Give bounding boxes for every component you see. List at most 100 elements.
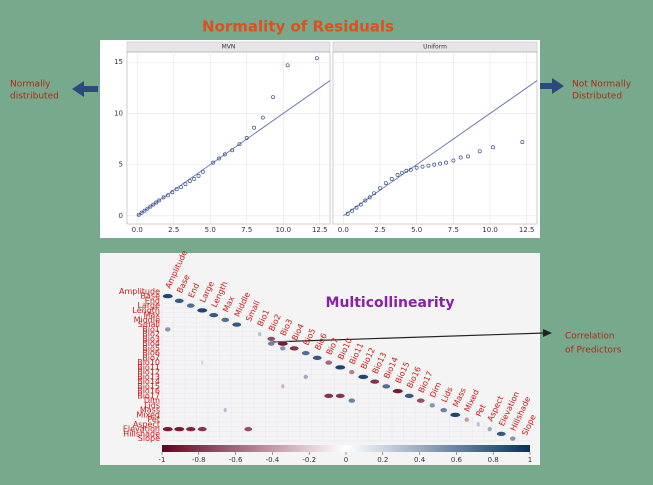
correlation-cell [370, 379, 380, 384]
point [230, 148, 235, 153]
x-tick-label: 0.0 [338, 226, 349, 234]
point [451, 158, 456, 163]
point [211, 160, 216, 165]
colorbar-label: -1 [159, 456, 166, 464]
colorbar-label: 1 [528, 456, 532, 464]
point [217, 156, 221, 161]
point [157, 198, 162, 203]
correlation-cell [509, 436, 516, 441]
panel-title: Uniform [423, 44, 447, 51]
point [237, 142, 242, 147]
row-label: Bio1 [142, 325, 160, 334]
point [196, 173, 201, 178]
row-label: Bio10 [137, 358, 160, 367]
row-label: Mass [140, 406, 160, 415]
point [192, 177, 197, 181]
slide-title: Normality of Residuals [202, 18, 394, 36]
point [165, 193, 170, 198]
arrow-head [543, 329, 552, 337]
correlation-cell [186, 426, 196, 432]
annotation: Correlation [565, 332, 615, 342]
y-tick-label: 0 [119, 212, 123, 220]
correlation-cell [358, 374, 369, 380]
x-tick-label: 10.0 [275, 226, 291, 234]
row-label: Middle [134, 315, 161, 324]
point [520, 140, 525, 145]
correlation-cell [440, 407, 448, 413]
correlation-cell [197, 308, 208, 313]
left-note: distributed [10, 92, 59, 102]
row-label: Bio15 [137, 382, 160, 391]
row-label: Bio7 [142, 353, 160, 362]
point [136, 212, 141, 217]
correlation-cell [267, 336, 276, 342]
x-tick-label: 12.5 [312, 226, 328, 234]
annotation-arrow [269, 332, 546, 343]
correlation-cell [382, 384, 391, 389]
point [285, 63, 290, 68]
row-label: Bio2 [142, 330, 160, 339]
point [170, 190, 175, 195]
row-label: Lids [144, 401, 160, 410]
correlation-cell [496, 431, 506, 437]
row-label: Bio12 [137, 368, 160, 377]
point [200, 169, 205, 174]
reference-line [136, 80, 331, 217]
point [345, 211, 350, 216]
correlation-cell [392, 388, 403, 394]
row-label: Bio4 [142, 339, 160, 348]
point [367, 195, 372, 200]
row-label: Elevation [123, 425, 160, 434]
colorbar-label: 0.8 [488, 456, 499, 464]
row-label: Mixed [136, 410, 160, 419]
row-label: Bio14 [137, 377, 160, 386]
right-note: Not Normally [572, 80, 632, 90]
y-tick-label: 15 [114, 58, 123, 66]
point [187, 179, 192, 183]
correlation-cell [244, 426, 253, 432]
right-arrow [538, 78, 564, 94]
correlation-cell [267, 341, 275, 346]
row-label: Bio13 [137, 372, 160, 381]
correlation-cell [162, 293, 173, 299]
correlation-cell [476, 422, 480, 427]
y-tick-label: 10 [114, 109, 123, 117]
point [179, 185, 183, 190]
x-tick-label: 0.0 [132, 226, 143, 234]
row-label: Bio16 [137, 387, 160, 396]
colorbar-label: 0.2 [377, 456, 388, 464]
point [363, 198, 368, 203]
right-note: Distributed [572, 92, 622, 102]
correlation-cell [279, 346, 286, 351]
correlation-cell [209, 312, 219, 318]
correlation-cell [162, 426, 173, 432]
panel [332, 51, 538, 225]
annotation: of Predictors [565, 346, 622, 356]
correlation-cell [303, 374, 308, 380]
correlation-cell [487, 426, 492, 432]
row-label: Bio5 [142, 344, 160, 353]
point [314, 56, 319, 61]
correlation-cell [258, 331, 262, 337]
point [151, 202, 156, 207]
point [148, 204, 153, 209]
point [350, 208, 355, 213]
colorbar-label: -0.6 [229, 456, 243, 464]
row-label: Bio17 [137, 391, 160, 400]
correlation-cell [186, 303, 195, 308]
correlation-cell [450, 412, 461, 418]
point [389, 177, 394, 181]
correlation-cell [197, 426, 207, 432]
correlation-cell [232, 322, 242, 327]
point [260, 115, 265, 120]
point [139, 210, 144, 215]
colorbar [162, 445, 530, 452]
correlation-cell [416, 398, 425, 403]
correlation-cell [348, 398, 356, 403]
colorbar-label: -0.8 [192, 456, 206, 464]
point [420, 164, 425, 169]
point [408, 167, 413, 172]
correlation-cell [201, 360, 204, 365]
corr-title: Multicollinearity [326, 295, 455, 311]
